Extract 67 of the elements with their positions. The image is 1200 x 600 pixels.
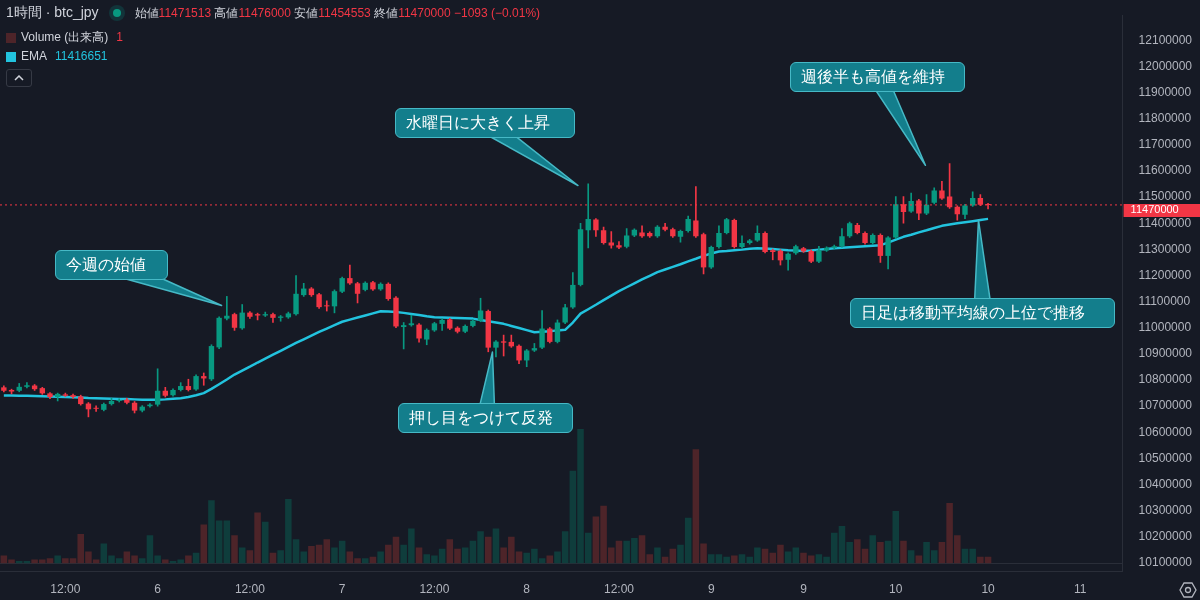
x-tick-label: 12:00 — [419, 582, 450, 597]
bar — [484, 536, 492, 564]
x-tick-label: 12:00 — [234, 582, 266, 597]
bar — [784, 551, 792, 564]
ref-line-label: 11470000 — [1130, 203, 1179, 216]
y-tick-label: 10800000 — [1138, 372, 1193, 387]
y-tick-label: 10900000 — [1138, 346, 1193, 361]
legend-label: EMA — [21, 49, 48, 63]
y-tick-label: 11300000 — [1138, 241, 1192, 256]
x-tick-label: 10 — [889, 582, 903, 597]
y-tick-label: 11100000 — [1138, 293, 1191, 308]
y-tick-label: 10500000 — [1138, 450, 1193, 465]
bar — [415, 547, 423, 564]
y-tick-label: 11500000 — [1138, 189, 1192, 204]
y-tick-label: 11700000 — [1138, 137, 1192, 152]
bar — [262, 521, 269, 564]
annotation: 11416651 — [55, 48, 108, 65]
x-tick-label: 9 — [707, 582, 715, 597]
x-tick-label: 9 — [800, 582, 808, 597]
bar — [877, 542, 884, 564]
bar — [461, 547, 469, 564]
legend-label: Volume (出来高) — [21, 30, 109, 44]
x-tick-label: 8 — [523, 582, 531, 597]
bar — [892, 511, 900, 564]
chart-title: 1時間 · btc_jpy — [6, 4, 99, 22]
bar — [323, 539, 331, 564]
y-tick-label: 12000000 — [1138, 58, 1193, 73]
bar — [792, 547, 800, 564]
annotation: 押し目をつけて反発 — [398, 403, 573, 433]
bar — [361, 558, 369, 564]
bar — [869, 535, 876, 564]
annotation: 水曜日に大きく上昇 — [395, 108, 575, 138]
x-tick-label: 11 — [1074, 582, 1087, 597]
y-tick-label: 12100000 — [1138, 32, 1193, 47]
y-tick-label: 10300000 — [1138, 503, 1193, 518]
y-tick-label: 11000000 — [1138, 320, 1192, 335]
y-tick-label: 11900000 — [1138, 84, 1192, 99]
x-tick-label: 10 — [981, 582, 996, 597]
x-tick-label: 7 — [338, 582, 346, 597]
y-tick-label: 11600000 — [1138, 163, 1192, 178]
y-tick-label: 10600000 — [1138, 424, 1193, 439]
y-tick-label: 11800000 — [1138, 111, 1192, 125]
x-tick-label: 12:00 — [603, 582, 635, 597]
bar — [731, 555, 738, 564]
candlestick — [24, 382, 30, 389]
y-tick-label: 11400000 — [1138, 215, 1192, 230]
bar — [377, 551, 384, 564]
y-tick-label: 11200000 — [1138, 267, 1192, 282]
bar — [54, 555, 61, 564]
annotation: 今週の始値 — [55, 250, 168, 280]
y-tick-label: 10700000 — [1138, 398, 1193, 413]
annotation: 1 — [116, 29, 124, 46]
candlestick — [616, 241, 622, 249]
text: 始値11471513 高値11476000 安値11454553 終値11470000 −1093 (−0.01%) — [134, 5, 541, 20]
bar — [238, 547, 246, 564]
x-tick-label: 12:00 — [50, 582, 81, 597]
bar — [900, 540, 907, 564]
y-tick-label: 10200000 — [1138, 529, 1193, 544]
y-tick-label: 10400000 — [1138, 476, 1193, 491]
bar — [654, 547, 661, 564]
y-tick-label: 10100000 — [1138, 555, 1193, 570]
bar — [185, 555, 192, 564]
annotation: 週後半も高値を維持 — [790, 62, 965, 92]
bar — [231, 535, 238, 564]
x-tick-label: 6 — [154, 582, 162, 597]
bar — [200, 524, 208, 564]
annotation: 日足は移動平均線の上位で推移 — [850, 298, 1115, 328]
